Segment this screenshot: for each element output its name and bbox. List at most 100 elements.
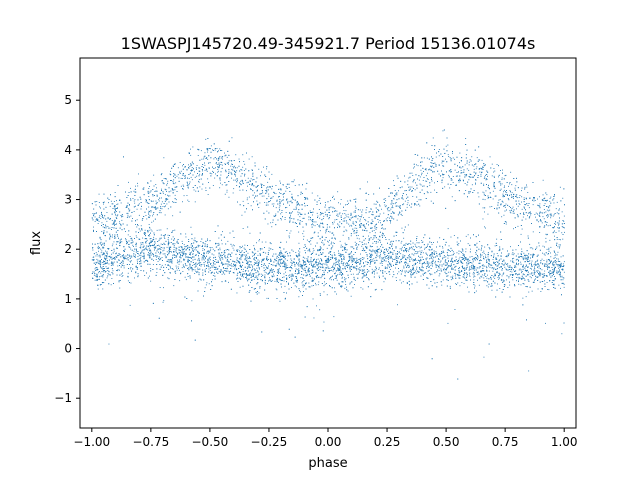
data-point <box>407 271 409 273</box>
data-point <box>285 271 286 273</box>
data-point <box>322 240 323 242</box>
data-point <box>316 275 318 277</box>
data-point <box>535 212 537 214</box>
data-point <box>512 254 514 256</box>
data-point <box>448 174 450 176</box>
data-point <box>451 268 453 269</box>
data-point <box>190 226 192 228</box>
data-point <box>365 275 367 277</box>
data-point <box>331 269 332 271</box>
data-point <box>356 235 357 237</box>
data-point <box>135 266 137 268</box>
data-point <box>242 228 244 229</box>
data-point <box>426 253 428 255</box>
data-point <box>531 260 533 262</box>
data-point <box>515 185 517 187</box>
data-point <box>529 260 531 262</box>
data-point <box>227 240 229 242</box>
data-point <box>137 185 139 187</box>
data-point <box>172 254 174 256</box>
data-point <box>280 213 282 215</box>
data-point <box>447 271 449 273</box>
data-point <box>474 276 476 277</box>
data-point <box>462 262 464 264</box>
data-point <box>303 235 305 237</box>
data-point <box>223 250 225 252</box>
data-point <box>341 254 343 256</box>
data-point <box>467 243 469 245</box>
data-point <box>474 266 475 268</box>
data-point <box>330 279 332 281</box>
data-point <box>396 254 398 255</box>
data-point <box>499 199 501 200</box>
data-point <box>549 239 551 241</box>
data-point <box>459 152 461 154</box>
data-point <box>206 170 208 172</box>
data-point <box>416 204 418 206</box>
data-point <box>172 189 174 191</box>
data-point <box>361 269 363 271</box>
data-point <box>130 255 132 257</box>
data-point <box>345 204 346 206</box>
data-point <box>487 197 489 199</box>
data-point <box>102 262 104 263</box>
data-point <box>188 184 190 186</box>
data-point <box>554 256 556 258</box>
data-point <box>352 216 354 218</box>
data-point <box>547 225 549 227</box>
data-point <box>161 173 163 174</box>
data-point <box>230 259 232 260</box>
data-point <box>296 281 298 283</box>
data-point <box>537 271 538 273</box>
data-point <box>169 195 171 197</box>
data-point <box>140 245 142 247</box>
data-point <box>233 261 235 262</box>
data-point <box>431 248 433 250</box>
data-point <box>399 211 401 213</box>
data-point <box>514 266 516 268</box>
data-point <box>487 256 489 258</box>
data-point <box>322 223 324 225</box>
data-point <box>176 247 178 249</box>
data-point <box>250 178 252 180</box>
data-point <box>178 263 180 265</box>
data-point <box>546 265 548 267</box>
data-point <box>376 246 378 248</box>
data-point <box>334 211 336 212</box>
data-point <box>376 255 378 256</box>
data-point <box>292 211 293 213</box>
data-point <box>376 210 378 212</box>
data-point <box>175 265 177 267</box>
data-point <box>233 188 235 190</box>
data-point <box>518 200 520 202</box>
data-point <box>404 229 405 231</box>
data-point <box>539 232 541 233</box>
data-point <box>428 269 430 271</box>
data-point <box>96 201 98 202</box>
data-point <box>457 282 459 284</box>
data-point <box>93 274 95 276</box>
data-point <box>298 231 300 233</box>
data-point <box>396 219 398 221</box>
data-point <box>189 248 190 250</box>
data-point <box>148 247 150 249</box>
data-point <box>236 167 238 169</box>
data-point <box>245 179 247 181</box>
data-point <box>486 269 487 271</box>
data-point <box>158 212 160 214</box>
data-point <box>484 246 486 248</box>
data-point <box>342 273 344 275</box>
data-point <box>401 282 402 284</box>
data-point <box>346 244 348 245</box>
data-point <box>161 201 163 203</box>
data-point <box>449 255 451 256</box>
data-point <box>120 242 121 244</box>
data-point <box>348 216 350 218</box>
data-point <box>518 269 520 271</box>
data-point <box>261 195 263 197</box>
data-point <box>238 158 240 160</box>
data-point <box>176 242 178 244</box>
data-point <box>105 259 107 261</box>
data-point <box>558 267 559 269</box>
data-point <box>340 244 342 246</box>
